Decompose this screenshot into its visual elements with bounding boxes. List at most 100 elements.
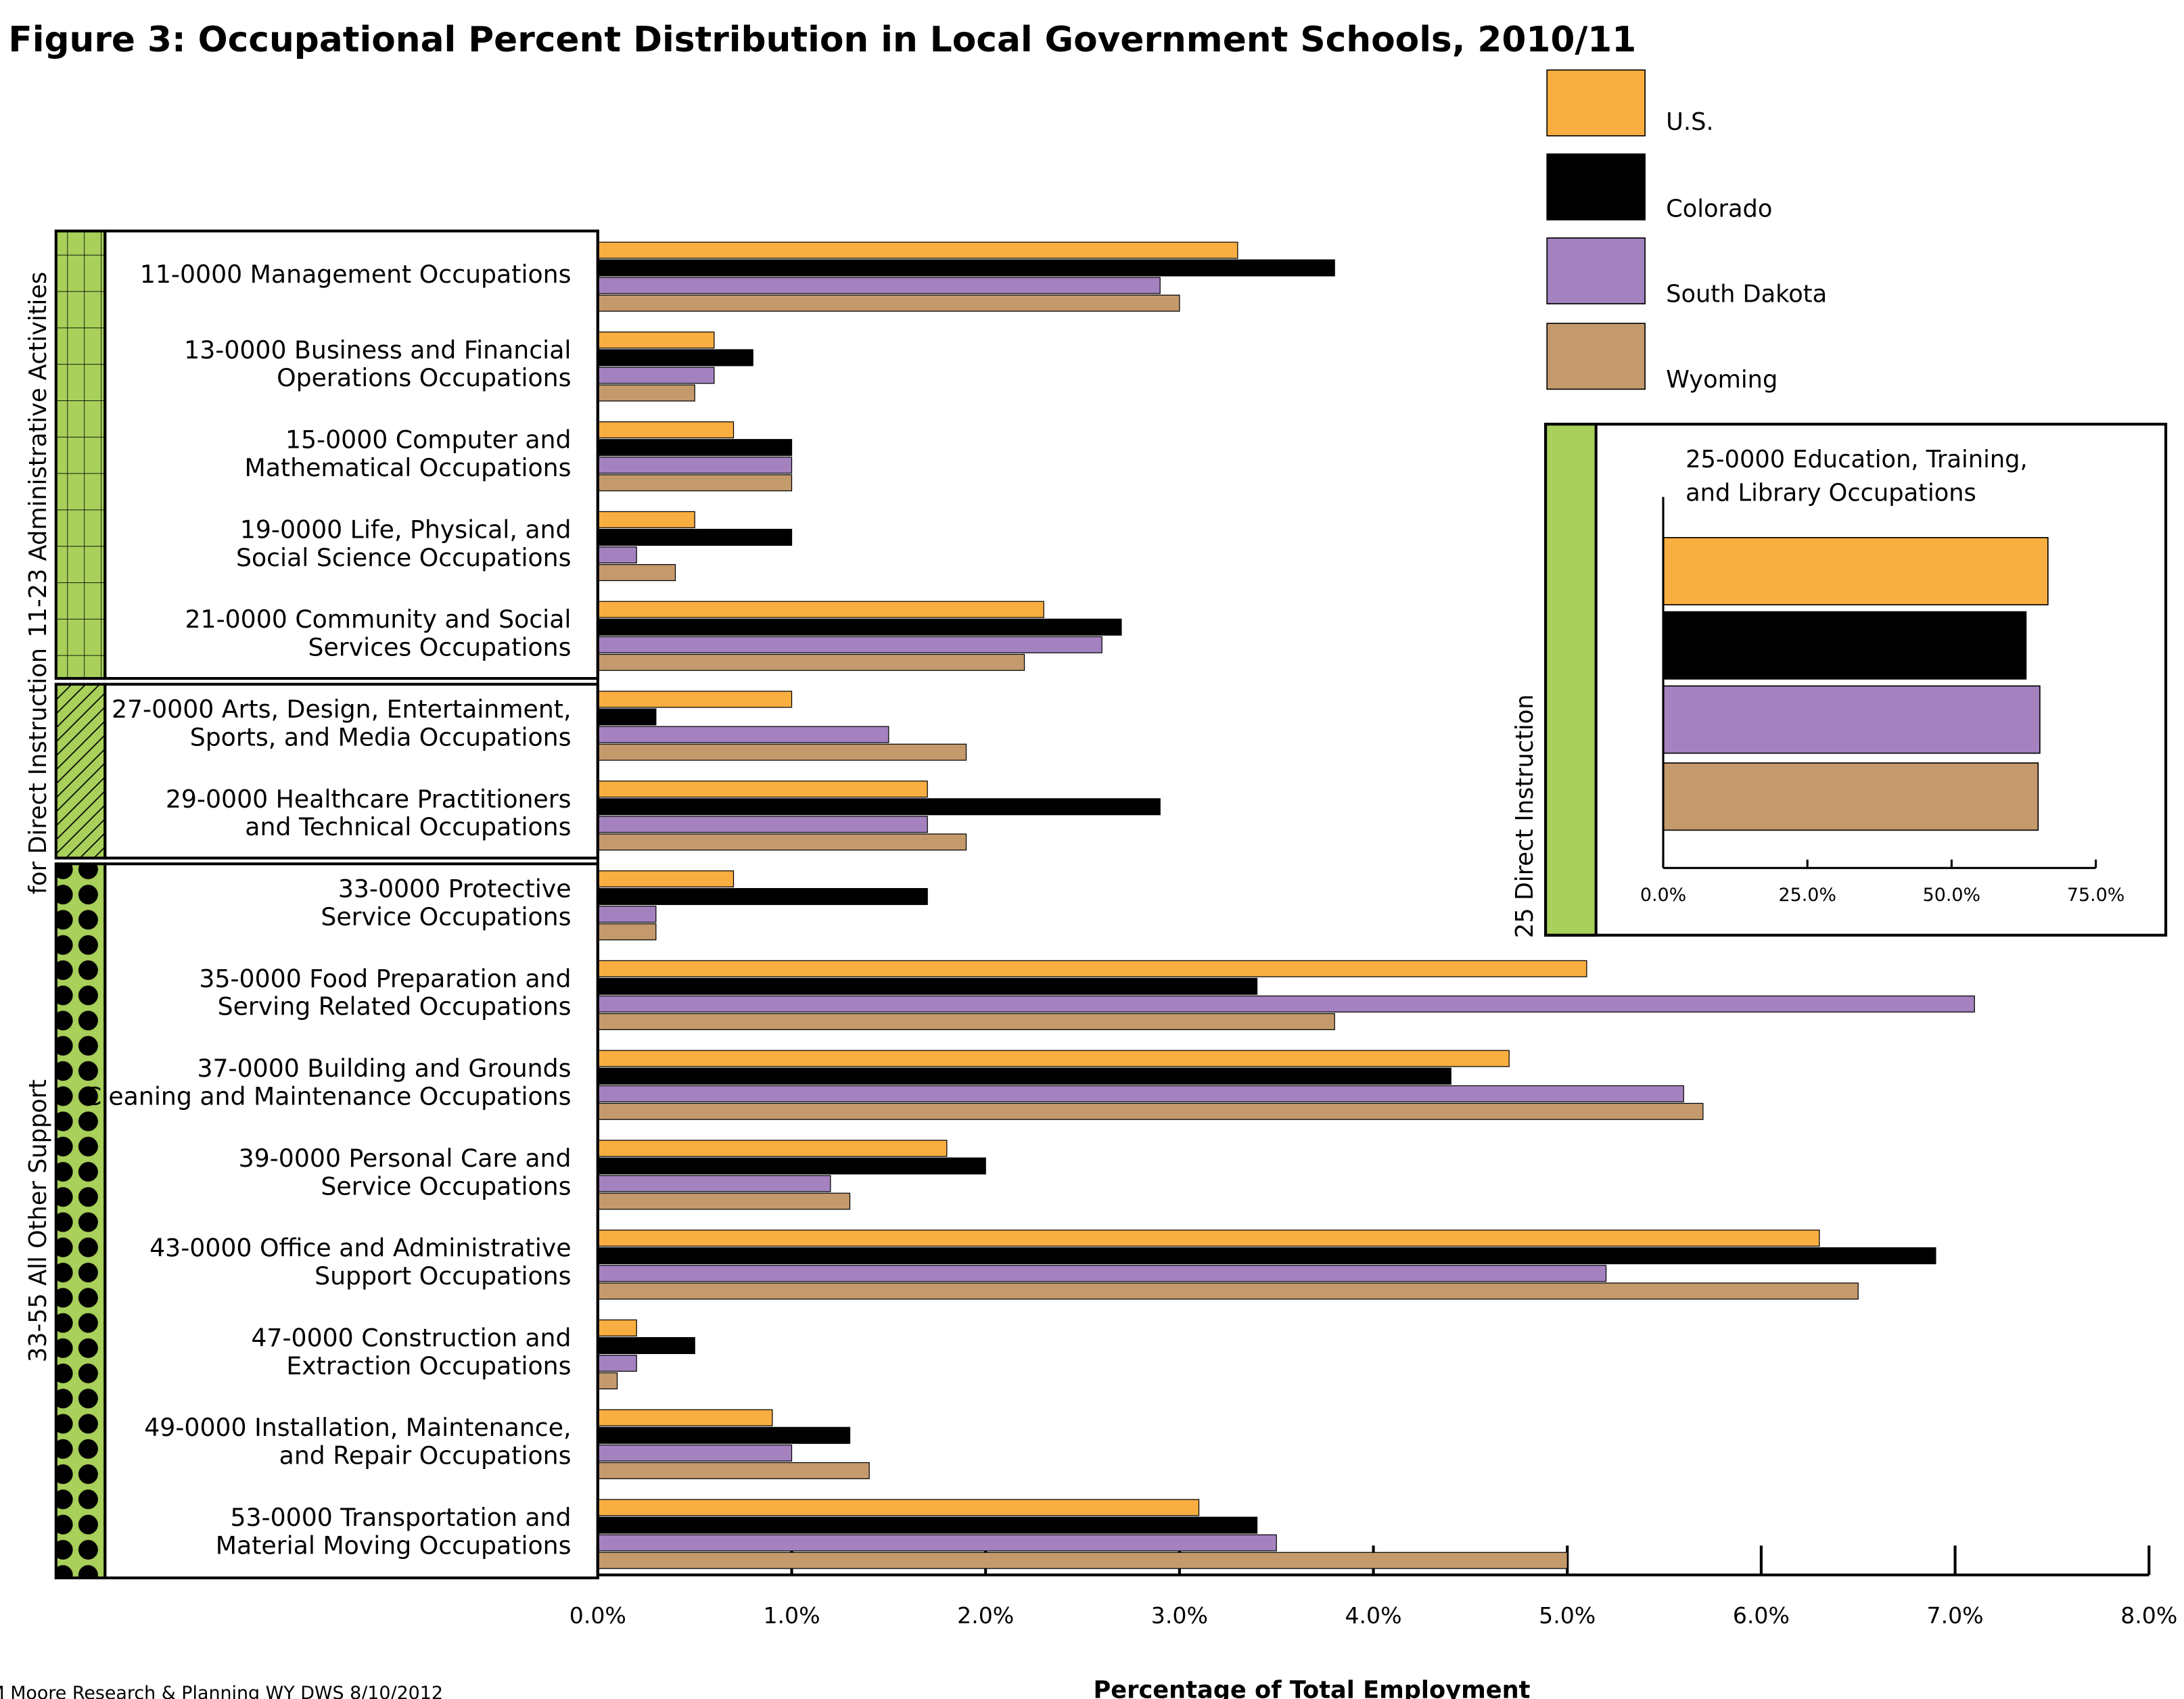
bar — [597, 474, 793, 492]
category-label: 53-0000 Transportation and Material Movin… — [216, 1503, 572, 1560]
group-pattern — [54, 862, 107, 1580]
bar — [597, 1282, 1859, 1300]
bar — [597, 870, 735, 887]
category-label-line: 11-0000 Management Occupations — [140, 260, 572, 289]
bar — [597, 977, 1258, 995]
bar — [597, 726, 889, 743]
category-label: 27-0000 Arts, Design, Entertainment, Spor… — [112, 695, 572, 751]
category-label: 35-0000 Food Preparation and Serving Rela… — [199, 964, 571, 1021]
bar — [597, 331, 715, 349]
bar — [597, 691, 793, 708]
x-tick-label: 7.0% — [1927, 1602, 1984, 1629]
bar — [597, 1050, 1510, 1067]
bar — [597, 960, 1587, 977]
inset-bar — [1663, 685, 2041, 754]
inset-tick-label: 75.0% — [2067, 885, 2124, 906]
group-box — [103, 862, 599, 1580]
category-label-line: 15-0000 Computer and — [285, 425, 572, 455]
x-tick-label: 6.0% — [1733, 1602, 1790, 1629]
bar — [597, 1085, 1684, 1102]
bar — [597, 1013, 1335, 1031]
bar — [597, 277, 1161, 294]
category-label: 33-0000 Protective Service Occupations — [321, 875, 571, 931]
inset-bar — [1663, 611, 2027, 680]
bar — [597, 906, 657, 923]
category-label-line: Service Occupations — [321, 902, 571, 931]
bar — [597, 653, 1025, 671]
group-label: for Direct Instruction — [24, 648, 52, 894]
category-label-line: 47-0000 Construction and — [251, 1323, 571, 1352]
category-label-line: 49-0000 Installation, Maintenance, — [144, 1413, 571, 1442]
legend-swatch — [1546, 237, 1646, 304]
category-label: 21-0000 Community and Social Services Occ… — [185, 605, 571, 661]
inset-tick-label: 25.0% — [1778, 885, 1836, 906]
category-label-line: 21-0000 Community and Social — [185, 605, 571, 634]
bar — [597, 1499, 1200, 1516]
category-label-line: 13-0000 Business and Financial — [184, 335, 571, 365]
bar — [597, 528, 793, 546]
legend-label: Colorado — [1666, 195, 1772, 223]
bar — [597, 1175, 831, 1192]
x-tick-label: 0.0% — [570, 1602, 626, 1629]
category-label-line: Service Occupations — [321, 1171, 571, 1201]
legend-swatch — [1546, 69, 1646, 137]
inset-tick-label: 50.0% — [1923, 885, 1980, 906]
bar — [597, 1426, 851, 1444]
bar — [597, 546, 637, 564]
bar — [597, 743, 967, 761]
legend-label: South Dakota — [1666, 281, 1827, 308]
bar — [597, 1355, 637, 1372]
bar — [597, 1336, 695, 1354]
category-label-line: 39-0000 Personal Care and — [239, 1144, 572, 1173]
category-label-line: 19-0000 Life, Physical, and — [240, 515, 572, 544]
category-label: 37-0000 Building and Grounds Cleaning and… — [85, 1054, 571, 1111]
bar — [597, 1444, 793, 1462]
bar — [597, 349, 753, 367]
x-tick-label: 3.0% — [1151, 1602, 1208, 1629]
category-label-line: Support Occupations — [315, 1261, 571, 1290]
bar — [597, 1230, 1820, 1247]
bar — [597, 798, 1161, 816]
inset-group-label: 25 Direct Instruction — [1511, 694, 1539, 938]
category-label: 13-0000 Business and Financial Operations… — [184, 335, 571, 392]
bar — [597, 1409, 773, 1426]
category-label: 49-0000 Installation, Maintenance, and Re… — [144, 1413, 571, 1470]
bar — [597, 511, 695, 528]
category-label-line: 27-0000 Arts, Design, Entertainment, — [112, 695, 572, 724]
category-label-line: 37-0000 Building and Grounds — [197, 1054, 571, 1083]
group-pattern — [54, 229, 107, 680]
bar — [597, 781, 928, 798]
category-label-line: Cleaning and Maintenance Occupations — [85, 1082, 571, 1111]
category-label: 29-0000 Healthcare Practitioners and Tech… — [166, 785, 572, 841]
x-tick-label: 4.0% — [1345, 1602, 1401, 1629]
bar — [597, 241, 1238, 259]
x-tick-label: 8.0% — [2120, 1602, 2177, 1629]
group-label: 33-55 All Other Support — [24, 1079, 52, 1362]
x-axis-label: Percentage of Total Employment — [1093, 1676, 1530, 1699]
category-label-line: Services Occupations — [308, 633, 572, 662]
category-label: 15-0000 Computer and Mathematical Occupat… — [244, 425, 571, 482]
category-label-line: Operations Occupations — [277, 363, 571, 392]
category-label: 11-0000 Management Occupations — [140, 260, 572, 289]
group-label: 11-23 Administrative Activities — [24, 272, 52, 638]
inset-title: and Library Occupations — [1686, 480, 1976, 507]
category-label: 43-0000 Office and Administrative Support… — [149, 1234, 571, 1290]
bar — [597, 1319, 637, 1336]
bar — [597, 1534, 1277, 1552]
legend-label: U.S. — [1666, 108, 1713, 136]
legend-swatch — [1546, 153, 1646, 220]
inset-box — [1544, 423, 2168, 937]
category-label-line: 33-0000 Protective — [338, 875, 572, 904]
bar — [597, 636, 1102, 653]
bar — [597, 1516, 1258, 1534]
bar — [597, 564, 676, 582]
group-box — [103, 229, 599, 680]
category-label-line: Material Moving Occupations — [216, 1531, 572, 1560]
inset-bar — [1663, 762, 2039, 831]
bar — [597, 1067, 1451, 1085]
bar — [597, 294, 1180, 312]
legend-label: Wyoming — [1666, 366, 1778, 394]
bar — [597, 1192, 851, 1210]
category-label-line: 29-0000 Healthcare Practitioners — [166, 785, 572, 814]
